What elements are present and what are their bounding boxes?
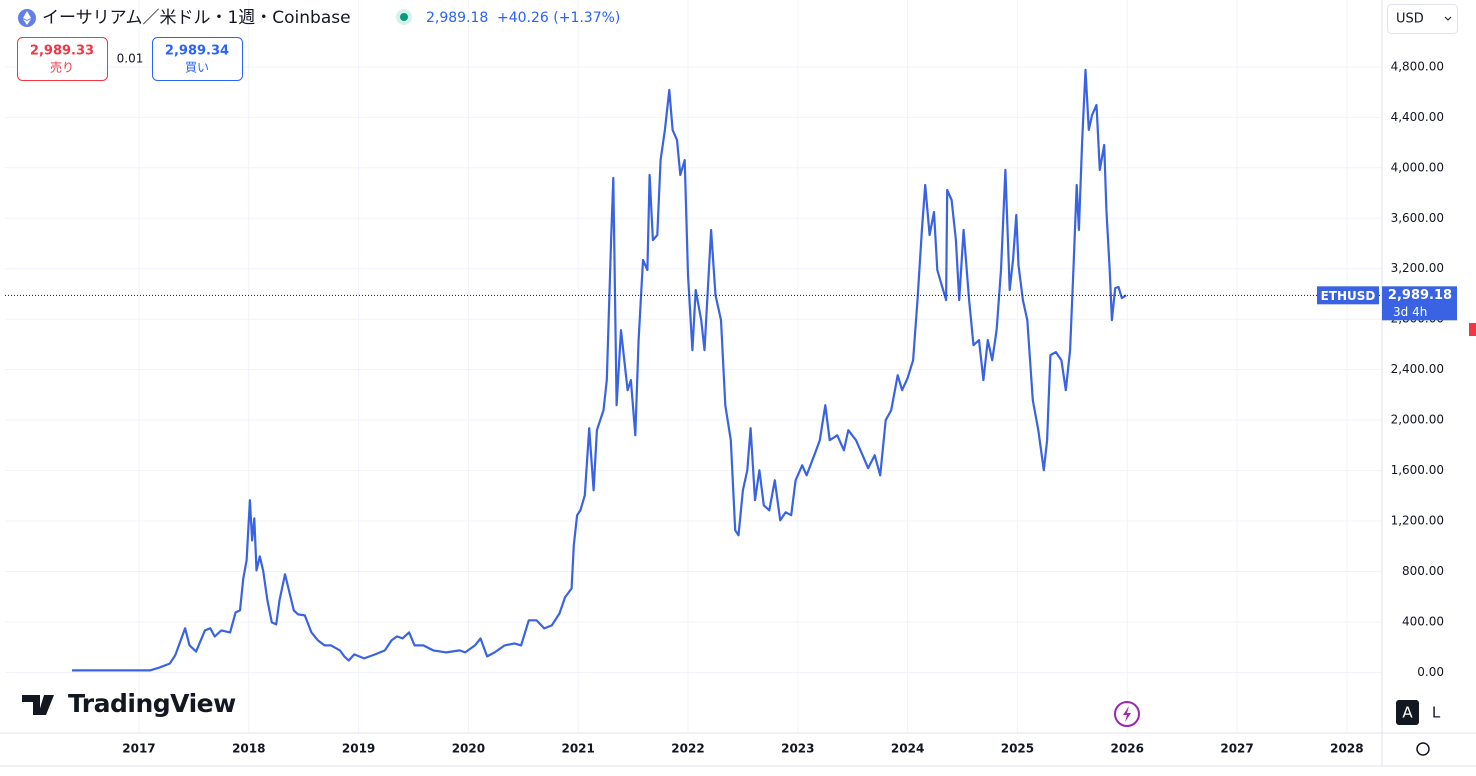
auto-button[interactable] (1396, 700, 1419, 725)
currency: USD (1396, 12, 1424, 27)
x-tick-label: 2024 (891, 742, 924, 756)
x-tick-label: 2020 (452, 742, 485, 756)
countdown: 3d 4h (1393, 305, 1427, 319)
symbol-badge (1317, 286, 1379, 305)
y-tick-label: 1,600.00 (1391, 463, 1444, 477)
symbol-title[interactable]: イーサリアム／米ドル・1週・Coinbase (42, 8, 351, 28)
y-tick-label: 800.00 (1402, 564, 1444, 578)
plot (5, 68, 1382, 672)
logo-text: TradingView (68, 689, 236, 718)
x-tick-label: 2023 (781, 742, 814, 756)
y-tick-label: 4,800.00 (1391, 59, 1444, 73)
x-tick-label: 2019 (342, 742, 375, 756)
buy-price: 2,989.34 (165, 44, 229, 59)
sell-label: 売り (50, 60, 74, 75)
x-tick-label: 2025 (1001, 742, 1034, 756)
y-tick-label: 3,200.00 (1391, 261, 1444, 275)
settings-icon[interactable] (1416, 742, 1430, 756)
y-tick-label: 4,400.00 (1391, 110, 1444, 124)
y-tick-label: 2,000.00 (1391, 413, 1444, 427)
sell-button[interactable] (17, 37, 108, 81)
x-tick-label: 2027 (1220, 742, 1253, 756)
symbol-badge-label: ETHUSD (1321, 289, 1376, 303)
x-tick-label: 2017 (122, 742, 155, 756)
price-badge-label: 2,989.18 (1388, 288, 1452, 303)
x-tick-label: 2018 (232, 742, 265, 756)
edge-marker (1469, 323, 1476, 336)
x-tick-label: 2022 (671, 742, 704, 756)
price-badge (1382, 286, 1457, 321)
y-tick-label: 400.00 (1402, 614, 1444, 628)
logo-mark (22, 695, 54, 715)
y-tick-label: 2,400.00 (1391, 362, 1444, 376)
y-tick-label: 3,600.00 (1391, 211, 1444, 225)
x-tick-label: 2021 (561, 742, 594, 756)
last-price: 2,989.18 (426, 10, 488, 26)
market-status-dot (400, 13, 408, 21)
grid (5, 0, 1382, 733)
buy-label: 買い (185, 61, 209, 75)
events-icon[interactable] (1114, 701, 1140, 727)
y-tick-label: 1,200.00 (1391, 514, 1444, 528)
sell-price: 2,989.33 (30, 44, 94, 59)
price-change: +40.26 (+1.37%) (497, 10, 620, 26)
auto-label: A (1402, 704, 1413, 722)
currency-caret (1444, 16, 1452, 21)
y-tick-label: 0.00 (1417, 665, 1444, 679)
price-line-series (72, 68, 1127, 672)
x-tick-label: 2026 (1111, 742, 1144, 756)
x-tick-label: 2028 (1330, 742, 1363, 756)
symbol-icon-glyph (23, 11, 31, 25)
events-glyph (1123, 706, 1131, 722)
spread: 0.01 (117, 52, 144, 66)
log-label[interactable]: L (1432, 704, 1441, 722)
currency-select[interactable] (1387, 4, 1458, 34)
y-tick-label: 4,000.00 (1391, 160, 1444, 174)
buy-button[interactable] (152, 37, 243, 81)
